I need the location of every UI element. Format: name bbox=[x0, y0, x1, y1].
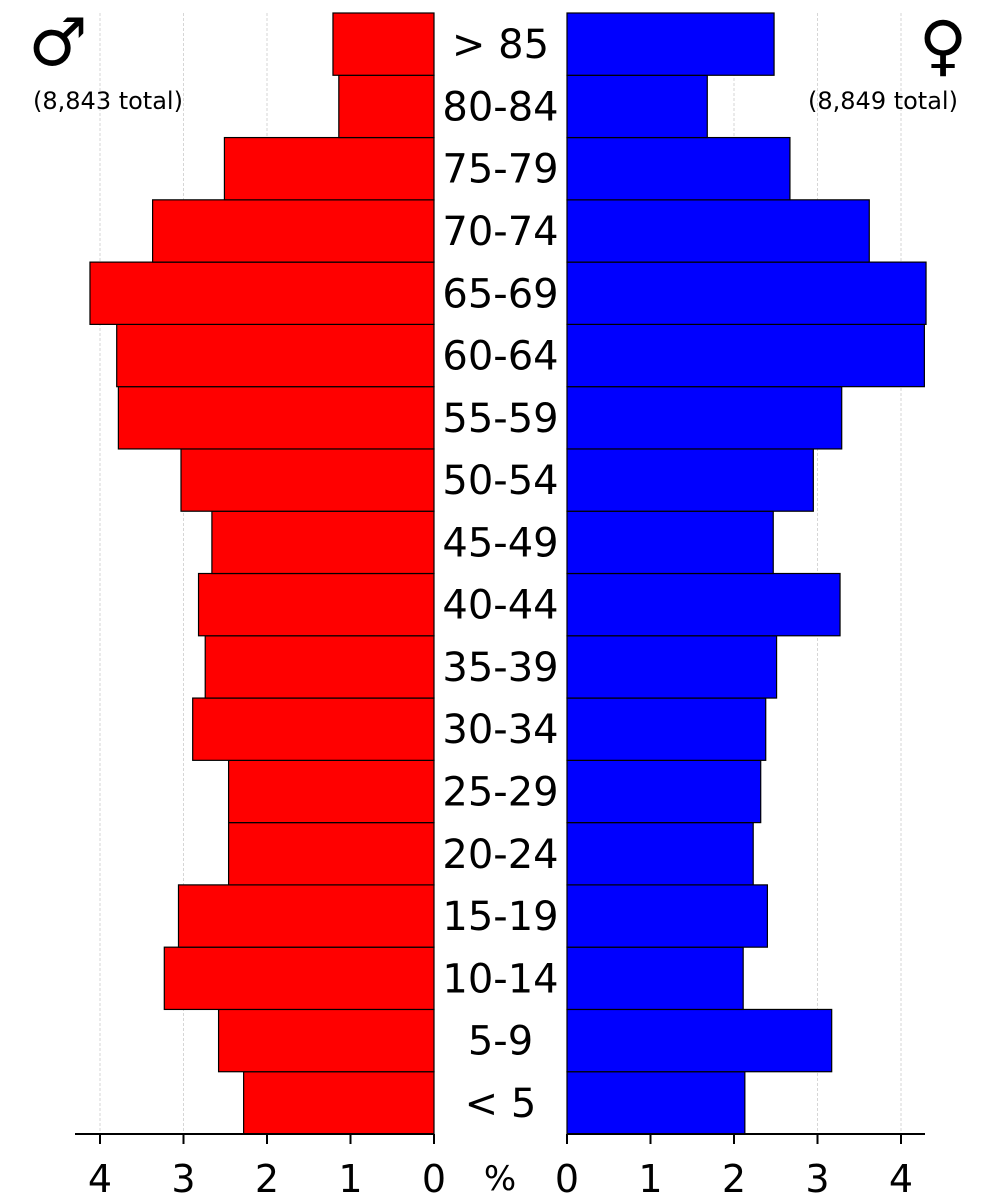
female-bar bbox=[566, 323, 925, 388]
male-tick-label: 2 bbox=[255, 1157, 279, 1200]
female-bar bbox=[566, 946, 744, 1011]
age-group-label: 5-9 bbox=[468, 1019, 533, 1065]
male-bar bbox=[211, 510, 435, 575]
age-group-label: 50-54 bbox=[442, 458, 558, 504]
male-bar bbox=[204, 635, 435, 699]
male-bar bbox=[197, 572, 435, 637]
male-bar bbox=[227, 759, 435, 824]
male-tick-label: 3 bbox=[171, 1157, 195, 1200]
female-bar bbox=[566, 386, 843, 450]
female-total-label: (8,849 total) bbox=[808, 87, 958, 115]
female-bar bbox=[566, 822, 754, 886]
male-bar bbox=[227, 822, 435, 886]
age-group-label: 55-59 bbox=[442, 396, 558, 442]
female-tick-label: 2 bbox=[722, 1157, 746, 1200]
male-bar bbox=[177, 884, 435, 948]
female-symbol-icon: ♀ bbox=[919, 7, 967, 84]
age-group-labels: < 5 5-9 10-14 15-19 20-24 25-29 30-34 35-39 40-4… bbox=[442, 22, 558, 1127]
female-bar bbox=[566, 1071, 746, 1135]
male-bar bbox=[223, 136, 435, 201]
male-tick-label: 1 bbox=[338, 1157, 362, 1200]
male-bar bbox=[332, 12, 435, 76]
age-group-label: 15-19 bbox=[442, 894, 558, 940]
male-symbol-icon: ♂ bbox=[28, 4, 87, 81]
male-bar bbox=[116, 323, 435, 388]
female-bar bbox=[566, 74, 708, 139]
female-bar bbox=[566, 759, 762, 824]
age-group-label: 80-84 bbox=[442, 84, 558, 130]
male-tick-label: 4 bbox=[88, 1157, 112, 1200]
age-group-label: > 85 bbox=[452, 22, 549, 68]
age-group-label: 60-64 bbox=[442, 334, 558, 380]
female-bar bbox=[566, 697, 767, 761]
female-tick-label: 3 bbox=[805, 1157, 829, 1200]
age-group-label: 40-44 bbox=[442, 583, 558, 629]
age-group-label: 30-34 bbox=[442, 707, 558, 753]
age-group-label: 45-49 bbox=[442, 520, 558, 566]
female-bar bbox=[566, 136, 791, 201]
age-group-label: 35-39 bbox=[442, 645, 558, 691]
female-tick-label: 4 bbox=[889, 1157, 913, 1200]
female-bar bbox=[566, 448, 814, 512]
x-axis-ticks: 0 0 1 1 2 2 3 3 4 4 bbox=[88, 1134, 913, 1200]
age-group-label: 70-74 bbox=[442, 209, 558, 255]
male-bar bbox=[89, 261, 435, 325]
male-bar bbox=[338, 74, 435, 139]
female-bar bbox=[566, 261, 927, 325]
age-group-label: 25-29 bbox=[442, 769, 558, 815]
male-bar bbox=[163, 946, 435, 1011]
female-bar bbox=[566, 572, 841, 637]
age-group-label: < 5 bbox=[465, 1081, 537, 1127]
female-bar bbox=[566, 884, 768, 948]
female-tick-label: 1 bbox=[638, 1157, 662, 1200]
female-bar bbox=[566, 635, 778, 699]
age-group-label: 10-14 bbox=[442, 956, 558, 1002]
female-bar bbox=[566, 1008, 833, 1073]
male-bar bbox=[217, 1008, 435, 1073]
bars bbox=[89, 12, 927, 1135]
male-bar bbox=[180, 448, 435, 512]
age-group-label: 65-69 bbox=[442, 271, 558, 317]
female-bar bbox=[566, 199, 870, 263]
center-axis-unit-label: % bbox=[484, 1159, 516, 1199]
female-tick-label: 0 bbox=[555, 1157, 579, 1200]
male-total-label: (8,843 total) bbox=[33, 87, 183, 115]
male-bar bbox=[117, 386, 435, 450]
age-group-label: 20-24 bbox=[442, 832, 558, 878]
female-bar bbox=[566, 12, 775, 76]
male-bar bbox=[192, 697, 435, 761]
male-bar bbox=[152, 199, 435, 263]
male-bar bbox=[243, 1071, 435, 1135]
male-tick-label: 0 bbox=[422, 1157, 446, 1200]
age-group-label: 75-79 bbox=[442, 147, 558, 193]
female-bar bbox=[566, 510, 774, 575]
